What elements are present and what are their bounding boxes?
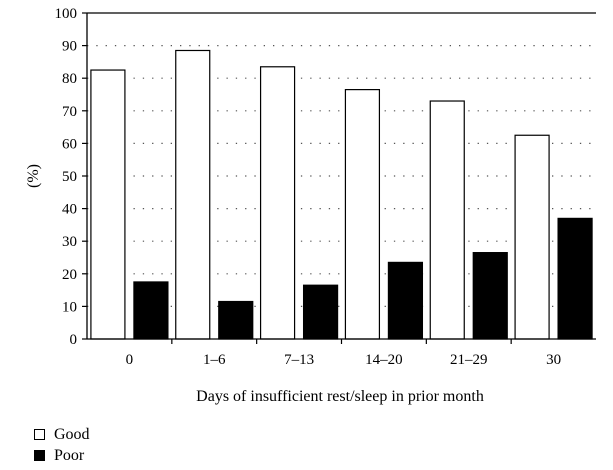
bar-good-5 — [514, 134, 550, 340]
bar-chart: 0 10 20 30 40 50 60 70 80 90 100 0 1–6 7–13 14–20 21–2… — [25, 6, 596, 405]
x-tick-label: 14–20 — [365, 352, 403, 368]
legend-label-good: Good — [54, 425, 90, 443]
y-tick-label: 90 — [62, 39, 77, 55]
legend-swatch-good — [34, 429, 45, 440]
x-tick-label: 30 — [546, 352, 561, 368]
y-tick-label: 70 — [62, 104, 77, 120]
y-tick-label: 20 — [62, 267, 77, 283]
bar-good-1 — [175, 49, 211, 340]
y-tick-label: 80 — [62, 71, 77, 87]
y-tick-label: 0 — [70, 332, 78, 348]
legend: Good Poor — [34, 424, 90, 466]
y-tick-label: 10 — [62, 299, 77, 315]
x-axis-label: Days of insufficient rest/sleep in prior… — [196, 388, 484, 405]
legend-swatch-poor — [34, 450, 45, 461]
bars — [90, 49, 593, 340]
x-ticks: 0 1–6 7–13 14–20 21–29 30 — [126, 339, 561, 368]
bar-good-3 — [344, 89, 381, 340]
y-axis-label: (%) — [25, 164, 42, 188]
bar-poor-5 — [557, 217, 593, 340]
y-tick-label: 100 — [55, 6, 78, 22]
legend-label-poor: Poor — [54, 446, 85, 464]
y-tick-label: 60 — [62, 136, 77, 152]
bar-good-2 — [259, 66, 296, 340]
y-tick-label: 50 — [62, 169, 77, 185]
legend-item-poor: Poor — [34, 445, 90, 466]
bar-poor-4 — [472, 252, 508, 340]
gridlines — [87, 44, 596, 307]
bar-poor-0 — [133, 281, 169, 340]
x-tick-label: 0 — [126, 352, 134, 368]
bar-poor-2 — [302, 284, 339, 340]
y-ticks: 0 10 20 30 40 50 60 70 80 90 100 — [55, 6, 87, 348]
x-tick-label: 7–13 — [284, 352, 314, 368]
legend-item-good: Good — [34, 424, 90, 445]
bar-poor-3 — [387, 261, 424, 340]
x-tick-label: 1–6 — [203, 352, 226, 368]
bar-poor-1 — [218, 300, 254, 340]
bar-good-4 — [429, 100, 465, 340]
y-tick-label: 30 — [62, 234, 77, 250]
y-tick-label: 40 — [62, 202, 77, 218]
bar-good-0 — [90, 69, 126, 340]
x-tick-label: 21–29 — [450, 352, 488, 368]
